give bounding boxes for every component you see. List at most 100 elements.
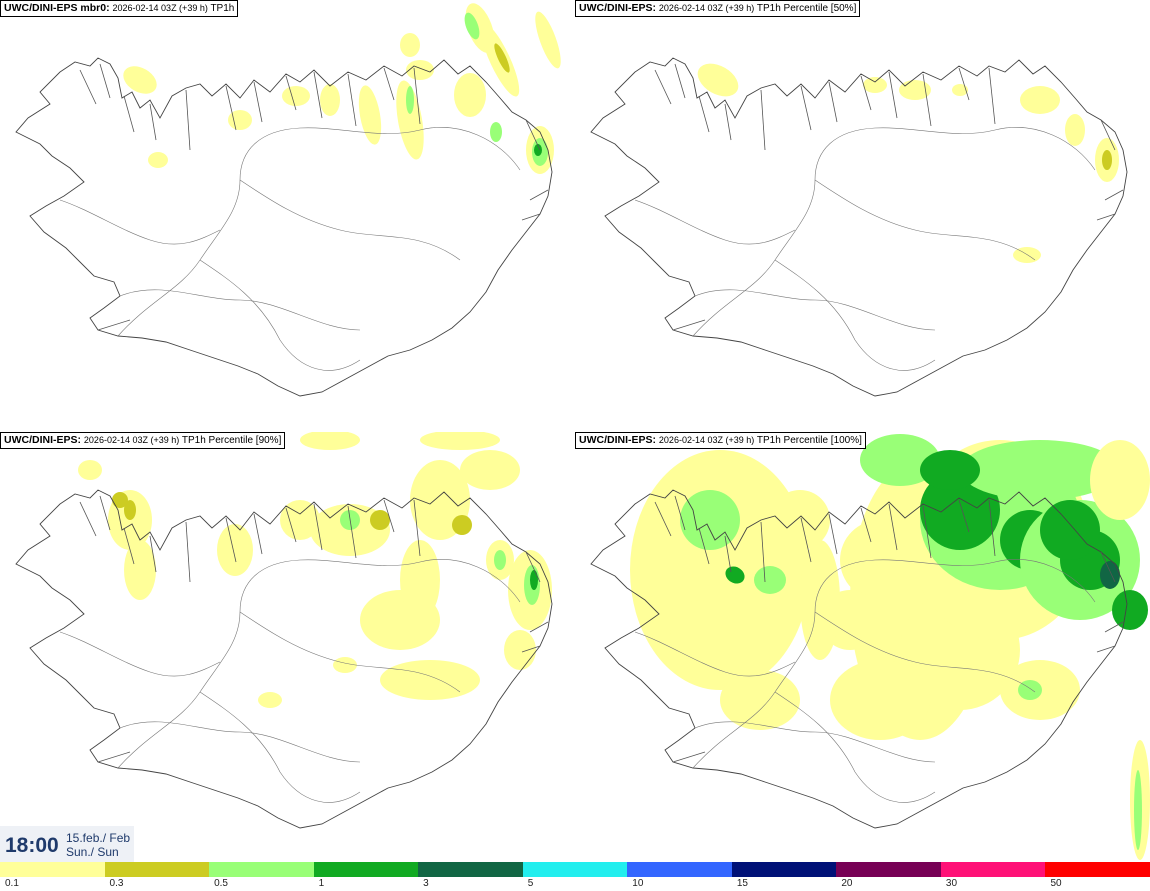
fjord-line — [313, 71, 323, 119]
precipitation-area — [228, 110, 252, 130]
colorbar-segment — [313, 862, 419, 877]
road-line — [117, 559, 521, 769]
panel-title: UWC/DINI-EPS: 2026-02-14 03Z (+39 h) TP1… — [0, 432, 286, 449]
colorbar-segment — [522, 862, 628, 877]
fjord-line — [225, 85, 237, 131]
precipitation-area — [530, 570, 538, 590]
fjord-line — [383, 67, 395, 101]
colorbar-tick-label: 1 — [318, 878, 325, 889]
road-line — [634, 199, 796, 245]
colorbar-segment — [104, 862, 210, 877]
precipitation-area — [1020, 86, 1060, 114]
fjord-line — [988, 499, 996, 557]
precipitation-area — [720, 670, 800, 730]
fjord-line — [529, 621, 549, 633]
colorbar-tick-label: 30 — [945, 878, 958, 889]
precipitation-area — [380, 660, 480, 700]
road-line — [774, 259, 936, 371]
road-line — [239, 611, 461, 693]
panel-title: UWC/DINI-EPS mbr0: 2026-02-14 03Z (+39 h… — [0, 0, 239, 17]
precipitation-area — [535, 11, 561, 69]
valid-date-day: 15.feb./ Feb — [66, 831, 131, 845]
colorbar-segment — [731, 862, 837, 877]
fjord-line — [860, 75, 872, 111]
colorbar-tick-label: 5 — [527, 878, 534, 889]
fjord-line — [724, 535, 732, 573]
fjord-line — [672, 751, 706, 763]
precipitation-area — [400, 33, 420, 57]
fjord-line — [413, 499, 421, 557]
precipitation-area — [78, 460, 102, 480]
valid-time: 18:00 — [5, 834, 59, 857]
precipitation-area — [358, 85, 382, 145]
road-line — [814, 611, 1036, 693]
fjord-line — [1100, 119, 1116, 151]
fjord-line — [800, 517, 812, 563]
fjord-line — [149, 535, 157, 573]
map-iceland-tp1h-mbr0 — [15, 3, 561, 397]
precipitation-area — [1065, 114, 1085, 146]
fjord-line — [922, 73, 932, 127]
fjord-line — [313, 503, 323, 551]
colorbar-segment — [627, 862, 732, 877]
road-line — [692, 559, 1096, 769]
fjord-line — [525, 551, 541, 583]
fjord-line — [225, 517, 237, 563]
fjord-line — [760, 521, 766, 583]
precipitation-area — [258, 692, 282, 708]
map-iceland-tp1h-p90 — [15, 432, 553, 829]
precipitation-area — [1112, 590, 1148, 630]
fjord-line — [654, 501, 672, 537]
fjord-line — [99, 495, 111, 531]
fjord-line — [285, 507, 297, 543]
precipitation-area — [1102, 150, 1112, 170]
colorbar-segment — [209, 862, 314, 877]
fjord-line — [285, 75, 297, 111]
fjord-line — [672, 319, 706, 331]
precipitation-area — [124, 500, 136, 520]
panel-title: UWC/DINI-EPS: 2026-02-14 03Z (+39 h) TP1… — [575, 0, 861, 17]
precipitation-area — [920, 470, 1000, 550]
precipitation-area — [494, 550, 506, 570]
precipitation-area — [960, 440, 1120, 500]
iceland-coastline — [15, 57, 553, 397]
fjord-line — [253, 513, 263, 555]
precipitation-area — [217, 524, 253, 576]
road-line — [199, 259, 361, 371]
precipitation-area — [333, 657, 357, 673]
precipitation-area — [406, 86, 414, 114]
precipitation-area — [396, 80, 424, 160]
colorbar-segment — [836, 862, 941, 877]
colorbar-tick-label: 15 — [736, 878, 748, 889]
fjord-line — [860, 507, 872, 543]
precipitation-area — [1040, 500, 1100, 560]
precipitation-area — [754, 566, 786, 594]
precipitation-area — [112, 492, 128, 508]
fjord-line — [123, 95, 135, 133]
fjord-line — [760, 89, 766, 151]
fjord-line — [958, 67, 970, 101]
fjord-line — [1100, 551, 1116, 583]
map-panel-p100: UWC/DINI-EPS: 2026-02-14 03Z (+39 h) TP1… — [575, 432, 1150, 864]
road-line — [694, 721, 936, 763]
fjord-line — [674, 63, 686, 99]
precipitation-area — [460, 450, 520, 490]
iceland-coastline — [590, 57, 1128, 397]
colorbar-tick-label: 20 — [841, 878, 853, 889]
fjord-line — [253, 81, 263, 123]
fjord-line — [698, 527, 710, 565]
fjord-line — [123, 527, 135, 565]
precipitation-area — [420, 432, 500, 450]
fjord-line — [724, 103, 732, 141]
map-panel-mbr0: UWC/DINI-EPS mbr0: 2026-02-14 03Z (+39 h… — [0, 0, 575, 432]
precipitation-area — [464, 12, 480, 40]
fjord-line — [383, 499, 395, 533]
precipitation-area — [494, 43, 510, 73]
colorbar-tick-label: 50 — [1050, 878, 1062, 889]
colorbar-tick-label: 0.1 — [5, 878, 19, 889]
fjord-line — [185, 521, 191, 583]
fjord-line — [185, 89, 191, 151]
fjord-line — [1104, 621, 1124, 633]
road-line — [634, 631, 796, 677]
precipitation-area — [920, 450, 980, 490]
